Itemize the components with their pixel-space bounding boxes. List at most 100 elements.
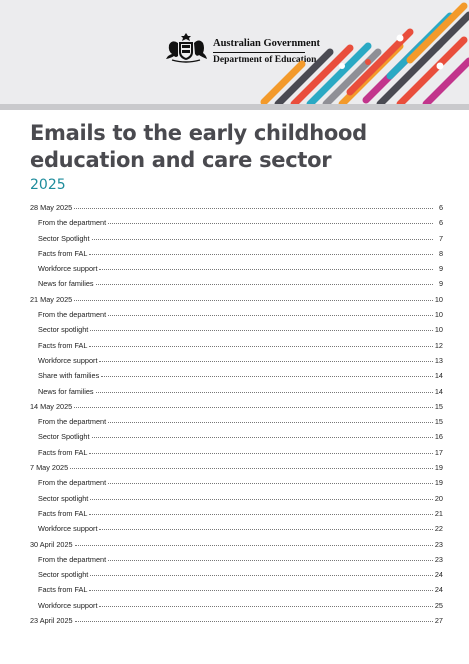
toc-dot-leader [108, 315, 433, 317]
toc-dot-leader [108, 559, 433, 561]
toc-dot-leader [99, 605, 433, 607]
toc-page-number: 19 [434, 463, 443, 473]
toc-entry-label: 21 May 2025 [30, 294, 73, 304]
header-rule [0, 104, 469, 110]
toc-entry-section[interactable]: News for families 9 [30, 279, 443, 294]
toc-page-number: 21 [434, 508, 443, 518]
toc-entry-label: Facts from FAL [38, 340, 88, 350]
stripe-dot [365, 59, 371, 65]
toc-entry-date[interactable]: 28 May 2025 6 [30, 203, 443, 218]
stripe-dot [339, 63, 345, 69]
toc-page-number: 14 [434, 371, 443, 381]
toc-dot-leader [70, 468, 433, 470]
toc-entry-section[interactable]: Share with families 14 [30, 371, 443, 386]
government-wordmark: Australian Government Department of Educ… [213, 38, 320, 66]
toc-entry-label: Sector spotlight [38, 493, 89, 503]
toc-dot-leader [90, 575, 433, 577]
toc-entry-label: Facts from FAL [38, 585, 88, 595]
toc-entry-section[interactable]: From the department 23 [30, 555, 443, 570]
toc-entry-label: From the department [38, 478, 107, 488]
toc-entry-section[interactable]: From the department 19 [30, 478, 443, 493]
toc-entry-label: News for families [38, 279, 94, 289]
toc-page-number: 23 [434, 539, 443, 549]
toc-dot-leader [74, 299, 433, 301]
toc-entry-section[interactable]: Facts from FAL 17 [30, 448, 443, 463]
toc-entry-date[interactable]: 23 April 2025 27 [30, 616, 443, 631]
document-title: Emails to the early childhood education … [30, 121, 367, 172]
wordmark-divider [213, 52, 305, 53]
toc-page-number: 24 [434, 585, 443, 595]
toc-page-number: 6 [438, 218, 443, 228]
toc-dot-leader [108, 422, 433, 424]
toc-page-number: 7 [438, 233, 443, 243]
toc-entry-section[interactable]: Facts from FAL 12 [30, 341, 443, 356]
toc-dot-leader [74, 208, 433, 209]
stripe [346, 28, 414, 96]
toc-page-number: 25 [434, 600, 443, 610]
toc-page-number: 8 [438, 248, 443, 258]
toc-entry-label: From the department [38, 218, 107, 228]
toc-dot-leader [95, 391, 433, 393]
toc-entry-label: Sector Spotlight [38, 233, 90, 243]
toc-dot-leader [89, 590, 433, 592]
toc-entry-date[interactable]: 30 April 2025 23 [30, 540, 443, 555]
toc-dot-leader [74, 406, 433, 408]
toc-entry-section[interactable]: From the department 10 [30, 310, 443, 325]
toc-page-number: 14 [434, 386, 443, 396]
toc-page-number: 16 [434, 432, 443, 442]
toc-entry-label: From the department [38, 310, 107, 320]
toc-entry-date[interactable]: 21 May 2025 10 [30, 295, 443, 310]
toc-entry-section[interactable]: Workforce support 25 [30, 601, 443, 616]
toc-entry-section[interactable]: Sector Spotlight 7 [30, 234, 443, 249]
stripe-dot [436, 62, 444, 70]
toc-entry-label: Workforce support [38, 600, 98, 610]
toc-entry-label: Workforce support [38, 524, 98, 534]
toc-entry-date[interactable]: 7 May 2025 19 [30, 463, 443, 478]
toc-page-number: 12 [434, 340, 443, 350]
gov-line-australian-government: Australian Government [213, 38, 321, 49]
toc-entry-date[interactable]: 14 May 2025 15 [30, 402, 443, 417]
gov-line-department: Department of Education [213, 55, 317, 65]
toc-page-number: 10 [434, 294, 443, 304]
toc-entry-label: Facts from FAL [38, 248, 88, 258]
toc-entry-label: 14 May 2025 [30, 401, 73, 411]
toc-dot-leader [95, 284, 433, 286]
toc-dot-leader [101, 376, 433, 378]
toc-entry-section[interactable]: From the department 15 [30, 417, 443, 432]
toc-entry-section[interactable]: Workforce support 9 [30, 264, 443, 279]
toc-dot-leader [108, 223, 433, 225]
stripe [396, 36, 468, 108]
stripe [290, 44, 354, 108]
toc-page-number: 22 [434, 524, 443, 534]
toc-dot-leader [90, 330, 433, 332]
toc-entry-section[interactable]: Facts from FAL 8 [30, 249, 443, 264]
toc-page-number: 15 [434, 401, 443, 411]
toc-entry-label: Facts from FAL [38, 447, 88, 457]
toc-entry-section[interactable]: From the department 6 [30, 218, 443, 233]
stripe [376, 40, 444, 108]
toc-page-number: 20 [434, 493, 443, 503]
decorative-stripes [260, 2, 469, 108]
toc-page-number: 24 [434, 570, 443, 580]
toc-entry-section[interactable]: Workforce support 13 [30, 356, 443, 371]
toc-entry-section[interactable]: Facts from FAL 21 [30, 509, 443, 524]
toc-entry-label: Share with families [38, 371, 100, 381]
toc-entry-section[interactable]: Sector spotlight 20 [30, 494, 443, 509]
toc-entry-label: 30 April 2025 [30, 539, 73, 549]
toc-entry-section[interactable]: Workforce support 22 [30, 524, 443, 539]
toc-entry-label: News for families [38, 386, 94, 396]
toc-dot-leader [89, 253, 433, 255]
toc-entry-label: Sector Spotlight [38, 432, 90, 442]
toc-entry-section[interactable]: News for families 14 [30, 387, 443, 402]
toc-page-number: 10 [434, 325, 443, 335]
toc-entry-section[interactable]: Sector spotlight 24 [30, 570, 443, 585]
toc-entry-section[interactable]: Sector Spotlight 16 [30, 432, 443, 447]
toc-entry-label: From the department [38, 417, 107, 427]
toc-entry-label: Workforce support [38, 264, 98, 274]
toc-entry-section[interactable]: Sector spotlight 10 [30, 325, 443, 340]
toc-dot-leader [74, 544, 433, 546]
stripe [260, 60, 306, 106]
toc-entry-section[interactable]: Facts from FAL 24 [30, 585, 443, 600]
toc-dot-leader [91, 238, 433, 240]
toc-dot-leader [89, 452, 433, 454]
